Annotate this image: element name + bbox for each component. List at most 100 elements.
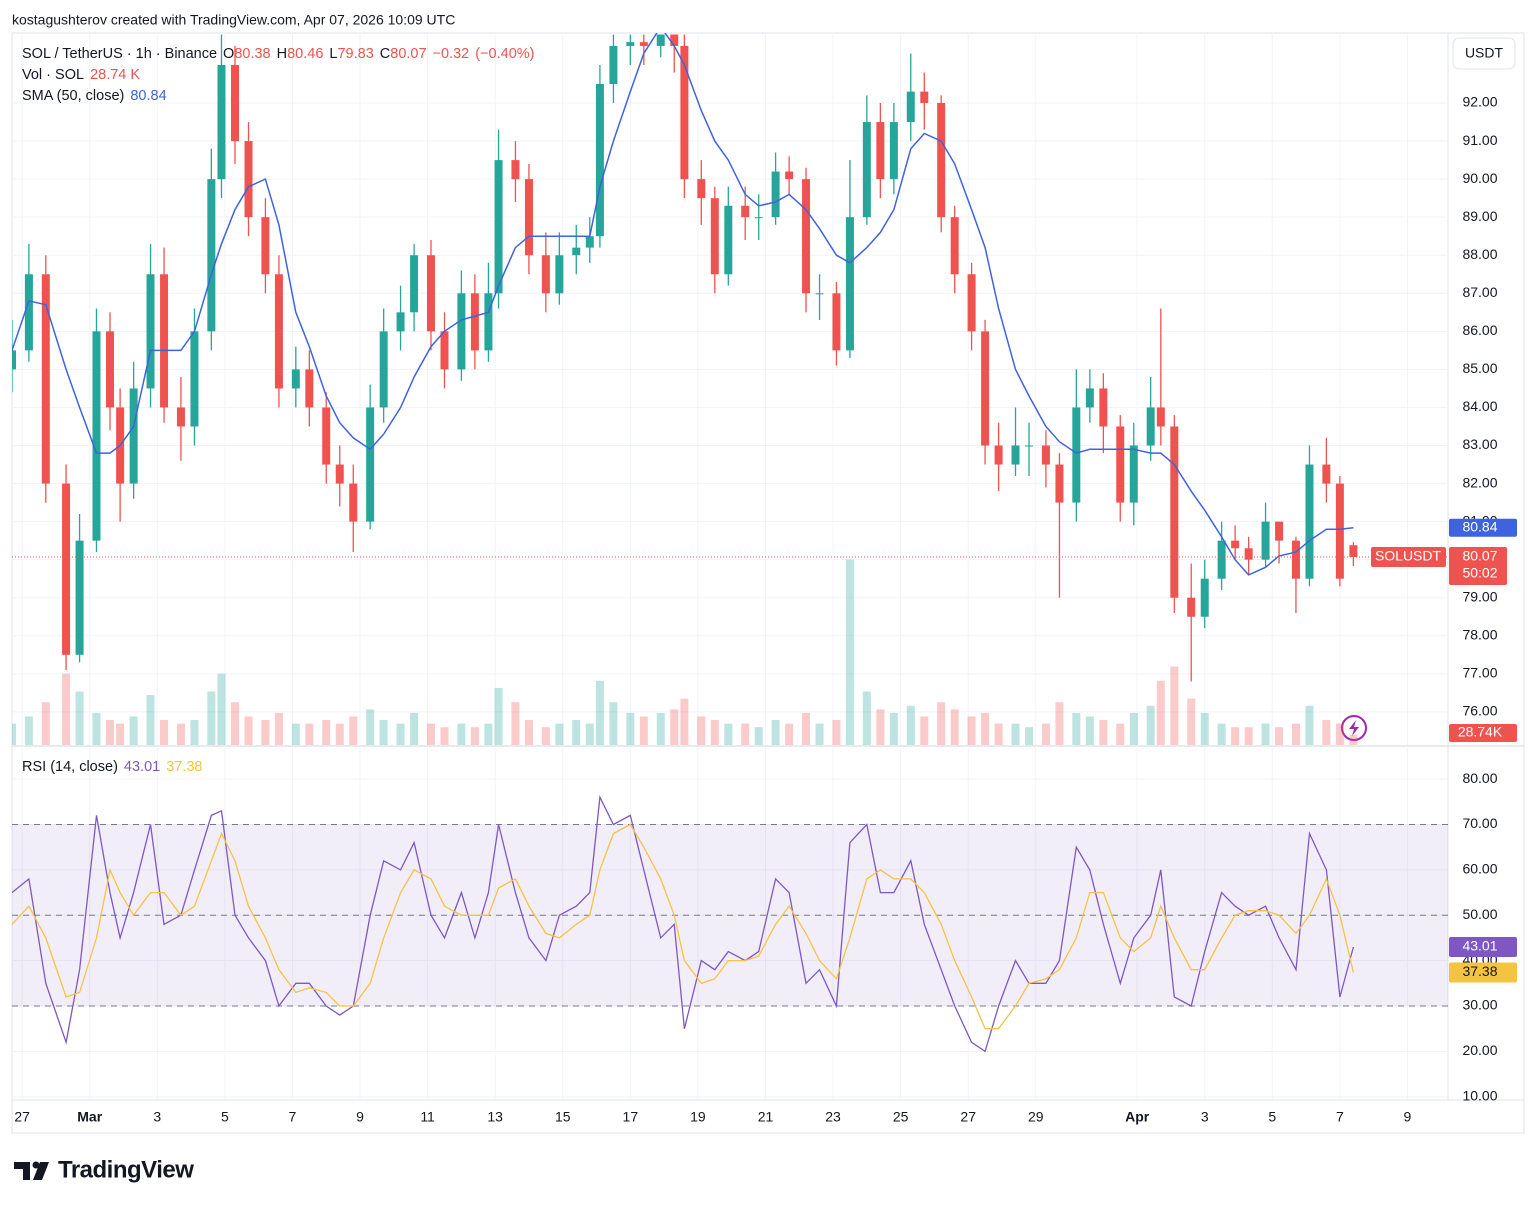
candle-body xyxy=(845,217,854,351)
candle-body xyxy=(1156,407,1165,427)
candle-body xyxy=(1305,464,1314,579)
x-tick-label: 11 xyxy=(420,1109,435,1125)
ohlc-value: 80.38 xyxy=(234,46,271,62)
candle-body xyxy=(146,274,155,389)
symbol-title: SOL / TetherUS · 1h · Binance xyxy=(22,46,218,62)
y-tick-label: 60.00 xyxy=(1462,861,1497,877)
candle-body xyxy=(349,483,358,522)
candle-body xyxy=(274,274,283,389)
volume-bar xyxy=(1011,723,1020,745)
x-tick-label: 21 xyxy=(758,1109,774,1125)
x-tick-label: 15 xyxy=(555,1109,571,1125)
candle-body xyxy=(832,293,841,351)
volume-bar xyxy=(129,716,138,745)
volume-bar xyxy=(889,712,898,745)
volume-bar xyxy=(12,723,16,745)
candle-body xyxy=(1261,521,1270,560)
candle-body xyxy=(335,464,344,484)
rsi-ma-value: 37.38 xyxy=(166,759,203,775)
candle-body xyxy=(1291,540,1300,579)
volume-bar xyxy=(1231,727,1240,745)
volume-bar xyxy=(379,720,388,745)
ohlc-value: 80.07 xyxy=(390,46,427,62)
volume-bar xyxy=(457,723,466,745)
y-tick-label: 70.00 xyxy=(1462,815,1497,831)
candle-body xyxy=(1116,426,1125,503)
volume-bar xyxy=(349,716,358,745)
candle-body xyxy=(950,217,959,275)
volume-bar xyxy=(1041,723,1050,745)
candle-body xyxy=(555,255,564,294)
volume-bar xyxy=(1116,723,1125,745)
bolt[interactable] xyxy=(1349,720,1359,736)
volume-bar xyxy=(950,709,959,745)
volume-bar xyxy=(710,720,719,745)
candle-body xyxy=(541,255,550,294)
candle-body xyxy=(1349,545,1358,558)
candle-body xyxy=(207,179,216,332)
candle-body xyxy=(440,331,449,370)
volume-bar xyxy=(994,723,1003,745)
candle-body xyxy=(261,217,270,275)
y-tick-label: 87.00 xyxy=(1462,284,1497,300)
volume-bar xyxy=(572,720,581,745)
candle-body xyxy=(626,42,635,46)
volume-bar xyxy=(176,723,185,745)
volume-bar xyxy=(1055,702,1064,745)
sma-tag: 80.84 xyxy=(1462,518,1497,534)
y-tick-label: 20.00 xyxy=(1462,1042,1497,1058)
sma-name: SMA (50, close) xyxy=(22,88,125,104)
volume-bar xyxy=(771,720,780,745)
volume-bar xyxy=(920,716,929,745)
candle-body xyxy=(1099,388,1108,427)
candle-body xyxy=(1170,426,1179,598)
logo-mark xyxy=(33,1162,49,1180)
x-tick-label: 7 xyxy=(1336,1109,1344,1125)
candle-body xyxy=(457,293,466,370)
candle-body xyxy=(1187,597,1196,617)
y-tick-label: 76.00 xyxy=(1462,703,1497,719)
x-tick-label: 29 xyxy=(1028,1109,1044,1125)
volume-tag-bg xyxy=(1449,724,1517,742)
volume-bar xyxy=(1335,723,1344,745)
volume-bar xyxy=(697,716,706,745)
volume-bar xyxy=(207,691,216,745)
rsi-title: RSI (14, close) xyxy=(22,759,118,775)
symbol-tag-bg xyxy=(1371,547,1446,568)
candle-body xyxy=(244,141,253,218)
logo: TradingView xyxy=(14,1156,195,1183)
ohlc-label: L xyxy=(329,46,338,62)
candle-body xyxy=(1231,540,1240,549)
volume-bar xyxy=(845,559,854,745)
x-tick-label: Apr xyxy=(1125,1109,1150,1125)
currency-box[interactable] xyxy=(1452,37,1516,70)
logo-mark xyxy=(14,1162,30,1180)
change-pct: (−0.40%) xyxy=(475,46,535,62)
y-tick-label: 79.00 xyxy=(1462,588,1497,604)
volume-bar xyxy=(440,727,449,745)
candle-body xyxy=(815,293,824,295)
volume-bar xyxy=(1305,705,1314,745)
rsi-tag: 43.01 xyxy=(1462,938,1497,954)
candle-body xyxy=(1072,407,1081,503)
bolt-icon[interactable] xyxy=(1341,715,1367,741)
ohlc-value: 79.83 xyxy=(337,46,374,62)
x-tick-label: Mar xyxy=(77,1109,102,1125)
ohlc-label: H xyxy=(276,46,288,62)
y-tick-label: 77.00 xyxy=(1462,665,1497,681)
volume-bar xyxy=(862,691,871,745)
candle-body xyxy=(190,331,199,427)
candle-body xyxy=(176,407,185,427)
candle-body xyxy=(1200,578,1209,617)
volume-bar xyxy=(1244,727,1253,745)
candle-body xyxy=(379,331,388,408)
volume-bar xyxy=(656,712,665,745)
change: −0.32 xyxy=(432,46,470,62)
currency[interactable]: USDT xyxy=(1465,45,1504,61)
volume-bar xyxy=(524,720,533,745)
x-tick-label: 3 xyxy=(153,1109,161,1125)
volume-bar xyxy=(785,723,794,745)
candle-body xyxy=(1146,407,1155,446)
volume-bar xyxy=(305,723,314,745)
